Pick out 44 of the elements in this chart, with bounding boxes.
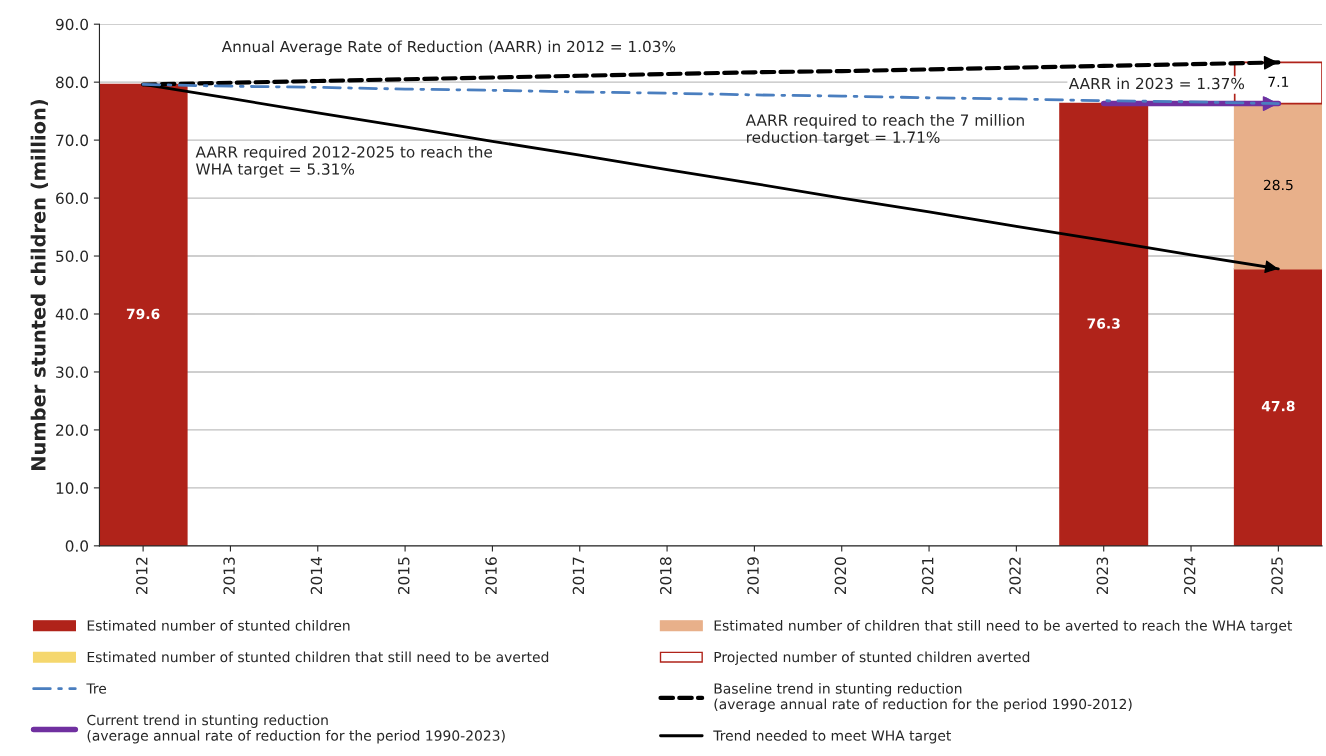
x-tick-label: 2021 bbox=[921, 557, 934, 595]
x-tick-label: 2018 bbox=[659, 557, 672, 595]
annotation: AARR required 2012-2025 to reach the WHA target = 5.31% bbox=[195, 145, 492, 178]
legend-label: Estimated number of children that still need to be averted to reach the WHA target bbox=[714, 620, 1293, 634]
legend-label: Current trend in stunting reduction (average annual rate of reduction for the period 1990-2023) bbox=[87, 714, 505, 744]
legend-label: Tre bbox=[86, 683, 107, 694]
data-label: 76.3 bbox=[1087, 318, 1120, 329]
data-label: 79.6 bbox=[126, 308, 160, 320]
x-tick-label: 2020 bbox=[834, 557, 847, 595]
y-axis-title: Number stunted children (million) bbox=[30, 99, 48, 470]
data-label: 7.1 bbox=[1268, 76, 1289, 87]
x-tick-label: 2016 bbox=[485, 557, 497, 595]
y-tick-label: 50.0 bbox=[56, 250, 89, 263]
y-tick-label: 40.0 bbox=[55, 308, 89, 321]
y-tick-label: 20.0 bbox=[56, 424, 89, 436]
x-tick-label: 2017 bbox=[572, 557, 585, 595]
y-tick-label: 0.0 bbox=[65, 540, 89, 552]
data-label: 28.5 bbox=[1263, 179, 1293, 191]
legend-label: Estimated number of stunted children that still need to be averted bbox=[87, 651, 549, 663]
annotation: Annual Average Rate of Reduction (AARR) in 2012 = 1.03% bbox=[221, 40, 676, 56]
y-tick-label: 80.0 bbox=[56, 76, 89, 89]
x-tick-label: 2024 bbox=[1183, 557, 1196, 595]
x-tick-label: 2022 bbox=[1009, 557, 1021, 595]
legend-label: Trend needed to meet WHA target bbox=[713, 730, 952, 744]
x-tick-label: 2013 bbox=[223, 557, 235, 595]
y-tick-label: 70.0 bbox=[56, 134, 89, 147]
legend-label: Projected number of stunted children averted bbox=[714, 651, 1030, 665]
y-tick-label: 90.0 bbox=[55, 18, 89, 31]
annotation: AARR required to reach the 7 million reduction target = 1.71% bbox=[745, 114, 1024, 146]
x-tick-label: 2025 bbox=[1271, 557, 1283, 595]
x-tick-label: 2023 bbox=[1096, 557, 1109, 595]
legend-label: Estimated number of stunted children bbox=[87, 620, 350, 631]
data-label: 47.8 bbox=[1261, 400, 1295, 412]
y-tick-label: 60.0 bbox=[56, 192, 89, 205]
x-tick-label: 2019 bbox=[747, 557, 759, 595]
y-tick-label: 30.0 bbox=[56, 366, 89, 378]
x-tick-label: 2015 bbox=[397, 557, 410, 595]
bar bbox=[1233, 267, 1323, 546]
x-tick-label: 2012 bbox=[135, 557, 148, 595]
y-tick-label: 10.0 bbox=[56, 482, 89, 494]
legend-label: Baseline trend in stunting reduction (average annual rate of reduction for the period 1990-2012) bbox=[714, 683, 1132, 712]
annotation: AARR in 2023 = 1.37% bbox=[1068, 77, 1245, 90]
x-tick-label: 2014 bbox=[310, 557, 323, 595]
bar bbox=[99, 83, 188, 546]
